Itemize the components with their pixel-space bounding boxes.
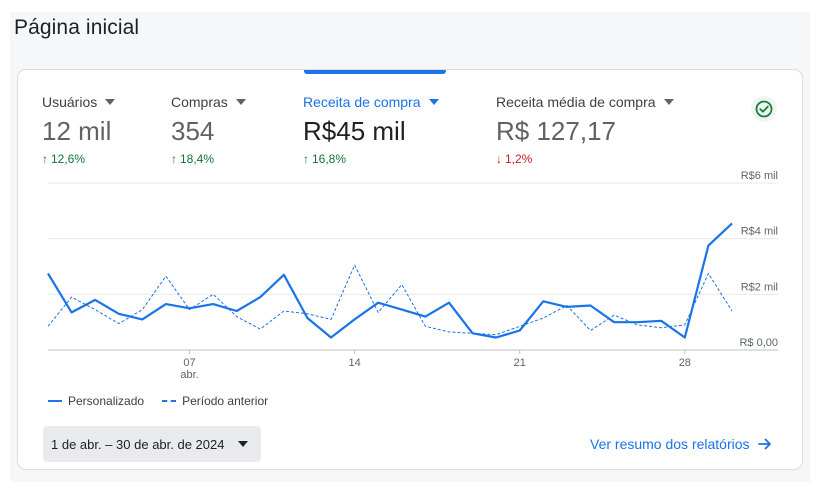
chevron-down-icon bbox=[238, 441, 249, 447]
metric-users-change-value: 12,6% bbox=[51, 152, 86, 166]
y-tick-label: R$2 mil bbox=[741, 281, 778, 293]
legend-label-previous-period: Período anterior bbox=[182, 394, 269, 408]
view-reports-summary-label: Ver resumo dos relatórios bbox=[590, 436, 750, 452]
metric-avg-purchase-revenue-change: ↓ 1,2% bbox=[496, 152, 674, 166]
x-tick-label: 28 bbox=[679, 357, 691, 369]
metric-users-value: 12 mil bbox=[42, 116, 112, 146]
metric-avg-purchase-revenue-value: R$ 127,17 bbox=[496, 116, 616, 146]
view-reports-summary-link[interactable]: Ver resumo dos relatórios bbox=[590, 436, 772, 452]
arrow-right-icon bbox=[757, 438, 771, 450]
dashed-line-swatch bbox=[162, 400, 177, 402]
metric-purchase-revenue[interactable]: Receita de compra R$45 mil ↑ 16,8% bbox=[303, 94, 439, 166]
metric-purchase-revenue-value: R$45 mil bbox=[303, 116, 406, 146]
active-tab-indicator bbox=[304, 70, 446, 74]
metric-purchases[interactable]: Compras 354 ↑ 18,4% bbox=[171, 94, 246, 166]
overview-card: Usuários 12 mil ↑ 12,6% Compras 354 ↑ 18… bbox=[17, 69, 803, 470]
date-range-selector[interactable]: 1 de abr. – 30 de abr. de 2024 bbox=[43, 426, 261, 462]
metric-avg-purchase-revenue-label: Receita média de compra bbox=[496, 94, 656, 110]
metric-users-selector[interactable]: Usuários bbox=[42, 94, 116, 110]
metric-users-label: Usuários bbox=[42, 94, 98, 110]
metric-purchase-revenue-change: ↑ 16,8% bbox=[303, 152, 439, 166]
chart-grid bbox=[48, 182, 778, 351]
check-circle-icon-graphic bbox=[755, 100, 773, 118]
metric-users-change: ↑ 12,6% bbox=[42, 152, 115, 166]
x-tick-sublabel: abr. bbox=[180, 369, 198, 381]
metric-purchases-change: ↑ 18,4% bbox=[171, 152, 246, 166]
arrow-up-icon: ↑ bbox=[171, 152, 177, 166]
series-line-custom bbox=[47, 222, 733, 339]
x-tick-label: 21 bbox=[514, 357, 526, 369]
metric-avg-purchase-revenue-selector[interactable]: Receita média de compra bbox=[496, 94, 674, 110]
chevron-down-icon bbox=[105, 99, 116, 105]
chart-legend: Personalizado Período anterior bbox=[48, 394, 268, 408]
y-tick-label: R$6 mil bbox=[741, 170, 778, 182]
series-line-previous-period bbox=[47, 264, 733, 336]
metric-purchase-revenue-label: Receita de compra bbox=[303, 94, 421, 110]
solid-line-swatch bbox=[48, 400, 62, 402]
check-circle-icon[interactable] bbox=[751, 96, 777, 122]
page-title: Página inicial bbox=[14, 16, 140, 39]
metric-purchase-revenue-change-value: 16,8% bbox=[312, 152, 347, 166]
arrow-up-icon: ↑ bbox=[42, 152, 48, 166]
legend-item-custom: Personalizado bbox=[48, 394, 144, 408]
metric-purchases-label: Compras bbox=[171, 94, 228, 110]
metric-avg-purchase-revenue-change-value: 1,2% bbox=[505, 152, 533, 166]
chevron-down-icon bbox=[428, 99, 439, 105]
chart-series bbox=[47, 222, 733, 339]
chevron-down-icon bbox=[663, 99, 674, 105]
x-tick-label: 14 bbox=[348, 357, 360, 369]
chevron-down-icon bbox=[235, 99, 246, 105]
x-tick-label: 07 bbox=[183, 357, 195, 369]
legend-item-previous-period: Período anterior bbox=[162, 394, 268, 408]
y-axis-ticks: R$ 0,00 R$2 mil R$4 mil R$6 mil bbox=[739, 170, 778, 349]
metric-users[interactable]: Usuários 12 mil ↑ 12,6% bbox=[42, 94, 116, 166]
metric-purchases-value: 354 bbox=[171, 116, 215, 146]
metric-avg-purchase-revenue[interactable]: Receita média de compra R$ 127,17 ↓ 1,2% bbox=[496, 94, 674, 166]
y-tick-label: R$ 0,00 bbox=[739, 337, 778, 349]
metric-purchase-revenue-selector[interactable]: Receita de compra bbox=[303, 94, 439, 110]
arrow-up-icon: ↑ bbox=[303, 152, 309, 166]
legend-label-custom: Personalizado bbox=[68, 394, 145, 408]
metric-purchases-change-value: 18,4% bbox=[180, 152, 215, 166]
arrow-down-icon: ↓ bbox=[496, 152, 502, 166]
y-tick-label: R$4 mil bbox=[741, 226, 778, 238]
date-range-label: 1 de abr. – 30 de abr. de 2024 bbox=[51, 436, 225, 452]
metric-purchases-selector[interactable]: Compras bbox=[171, 94, 246, 110]
